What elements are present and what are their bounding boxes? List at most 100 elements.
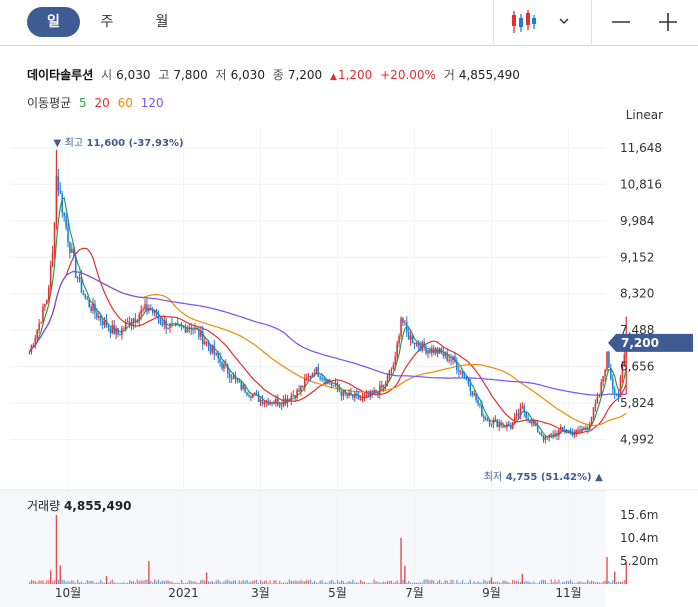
current-price-tag-shape	[608, 333, 693, 352]
volume-bar	[394, 581, 396, 584]
volume-bar	[587, 579, 589, 584]
volume-spike-bar	[105, 576, 108, 584]
candle-body	[236, 378, 239, 381]
min-percent: (51.42%)	[541, 472, 592, 483]
candle-body	[404, 322, 406, 324]
candle-body	[425, 347, 427, 354]
tab-monthly[interactable]: 월	[155, 14, 169, 30]
candle-body	[608, 351, 610, 368]
candle-body	[354, 393, 356, 398]
volume-bar	[296, 580, 298, 584]
candle-body	[544, 436, 547, 440]
candle-body	[406, 322, 408, 333]
volume-bar	[103, 583, 106, 584]
volume-bar	[423, 579, 425, 584]
candle-body	[298, 389, 300, 392]
volume-bar	[155, 581, 158, 584]
volume-bar	[435, 583, 437, 584]
max-percent: (-37.93%)	[129, 138, 184, 149]
volume-bar	[519, 581, 521, 584]
candle-body	[205, 341, 208, 343]
volume-spike-bar	[55, 515, 58, 584]
candle-body	[175, 323, 177, 325]
volume-bar	[242, 580, 244, 584]
candle-body	[396, 343, 398, 357]
candle-body	[432, 348, 435, 354]
candle-body	[602, 376, 604, 383]
volume-bar	[406, 582, 408, 584]
ma-60-label: 60	[117, 96, 133, 110]
candle-body	[502, 425, 504, 427]
volume-bar	[492, 581, 495, 584]
candle-body	[623, 354, 626, 366]
candle-body	[78, 277, 81, 279]
volume-bar	[63, 580, 65, 584]
tab-weekly[interactable]: 주	[100, 14, 114, 30]
candle-body	[303, 378, 306, 388]
volume-bar	[211, 581, 213, 584]
candle-body	[63, 212, 65, 217]
volume-bar	[90, 580, 92, 584]
candle-body	[417, 341, 420, 346]
volume-bar	[446, 580, 448, 584]
time-tick-label: 11월	[555, 586, 581, 600]
volume-bar	[377, 581, 379, 584]
volume-bar	[244, 581, 246, 584]
tab-daily[interactable]: 일	[27, 7, 80, 37]
volume-bar	[200, 580, 202, 584]
candle-body	[271, 402, 273, 404]
volume-bar	[331, 579, 333, 584]
candle-body	[415, 341, 418, 344]
volume-bar	[263, 580, 265, 584]
volume-bar	[385, 582, 387, 584]
volume-bar	[254, 580, 256, 584]
volume-bar	[234, 580, 237, 584]
volume-bar	[525, 580, 527, 584]
volume-bar	[346, 582, 348, 584]
candle-body	[284, 398, 287, 403]
volume-bar	[390, 580, 392, 584]
volume-bar	[179, 583, 181, 584]
volume-panel-background	[0, 490, 606, 607]
candle-body	[392, 365, 395, 370]
close-label: 종	[272, 68, 284, 82]
candle-body	[47, 287, 50, 301]
candlesticks	[28, 149, 628, 444]
volume-bar	[619, 581, 622, 584]
candle-body	[238, 380, 241, 382]
candle-body	[259, 399, 262, 402]
candle-body	[146, 304, 148, 312]
volume-bar	[444, 580, 446, 584]
price-tick-label: 11,648	[620, 141, 662, 155]
volume-bar	[28, 582, 31, 584]
candle-body	[513, 417, 516, 423]
volume-bar	[30, 579, 33, 584]
volume-bar	[273, 580, 275, 584]
close-value: 7,200	[287, 68, 323, 82]
candle-body	[234, 375, 237, 379]
candle-body	[294, 395, 296, 398]
chevron-down-icon[interactable]	[553, 6, 575, 38]
high-label: 고	[158, 68, 170, 82]
candle-body	[504, 425, 506, 428]
candle-body	[613, 389, 616, 394]
candle-body	[573, 433, 576, 436]
volume-bar	[494, 582, 496, 584]
candle-body	[592, 407, 595, 417]
zoom-in-icon[interactable]	[655, 6, 681, 38]
scale-mode-selector[interactable]: Linear	[625, 108, 663, 122]
candle-body	[334, 383, 337, 386]
volume-bar	[80, 581, 83, 584]
volume-bar	[283, 582, 285, 584]
volume-bar	[246, 579, 248, 584]
candle-body	[536, 424, 539, 433]
candlestick-chart-icon[interactable]	[507, 6, 539, 38]
volume-bar	[32, 580, 34, 584]
candle-body	[577, 429, 579, 431]
zoom-out-icon[interactable]	[608, 6, 634, 38]
candle-body	[325, 379, 327, 384]
candle-body	[230, 378, 233, 380]
volume-spike-bar	[205, 572, 208, 584]
candle-body	[51, 252, 54, 266]
